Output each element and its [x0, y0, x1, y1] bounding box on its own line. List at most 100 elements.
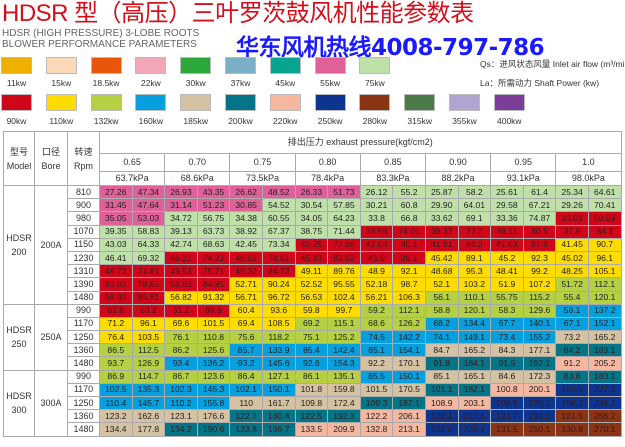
air-flow-cell: 86.7: [164, 369, 198, 384]
shaft-power-cell: 125.2: [327, 330, 361, 345]
shaft-power-cell: 112.5: [131, 343, 166, 358]
shaft-power-cell: 99.2: [522, 264, 557, 279]
rpm-cell: 1170: [67, 382, 100, 398]
air-flow-cell: 56.53: [294, 290, 329, 305]
legend-label: 280kw: [362, 116, 388, 126]
legend-swatch: [359, 57, 391, 74]
shaft-power-cell: 84.72: [261, 264, 296, 279]
air-flow-cell: 58.3: [490, 303, 524, 318]
rpm-cell: 1310: [67, 264, 100, 279]
air-flow-cell: 30.21: [359, 198, 394, 213]
performance-table: 型号 Model 口径 Bore 转速 Rpm 排出压力 exhaust pressure(…: [3, 131, 622, 437]
air-flow-cell: 110.2: [164, 395, 198, 411]
legend-swatch: [314, 57, 346, 74]
legend-label: 160kw: [138, 116, 164, 126]
table-row: 1250 76.4 103.5 76.1 110.8 75.6 118.2 75.1 125.2…: [4, 330, 622, 345]
rpm-header: 转速 Rpm: [67, 131, 100, 186]
air-flow-cell: 26.12: [359, 184, 394, 200]
table-row: HDSR 250 250A 990 61.8 83.2 61.2 88.9 60.4 93.6 59…: [3, 303, 622, 371]
table-row: 1170 71.2 96.1 69.6 101.5 69.4 108.5 69.2 115.1 6…: [4, 316, 622, 332]
shaft-power-cell: 61.4: [522, 184, 557, 200]
label-en: 250: [11, 339, 27, 350]
shaft-power-cell: 170.1: [392, 356, 426, 371]
pressure-kgf: 0.75: [229, 153, 296, 172]
air-flow-cell: 61.8: [99, 303, 133, 318]
shaft-power-cell: 150.1: [261, 382, 296, 398]
table-row: 1170 102.5 135.3 102.3 145.3 102.1 150.1 101.8 1…: [4, 382, 622, 398]
shaft-power-cell: 92.3: [522, 250, 557, 266]
shaft-power-cell: 56.75: [196, 211, 231, 226]
shaft-power-cell: 136.2: [196, 356, 231, 371]
air-flow-cell: 108.9: [424, 395, 459, 411]
shaft-power-cell: 96.1: [587, 250, 622, 266]
shaft-power-cell: 64.61: [587, 184, 622, 200]
la-note: La：所需动力 Shaft Power (kw): [480, 78, 600, 88]
air-flow-cell: 49.72: [99, 264, 133, 279]
shaft-power-cell: 99.7: [327, 303, 361, 318]
shaft-power-cell: 205.2: [587, 356, 622, 371]
shaft-power-cell: 68.63: [196, 237, 231, 252]
model-cell: HDSR 300: [3, 369, 35, 437]
shaft-power-cell: 90.7: [587, 237, 622, 252]
shaft-power-cell: 51.23: [196, 198, 231, 213]
label-cn: HDSR: [6, 325, 32, 336]
air-flow-cell: 84.3: [490, 343, 524, 358]
shaft-power-cell: 115.1: [327, 316, 361, 332]
shaft-power-cell: 110.1: [457, 290, 492, 305]
air-flow-cell: 42.74: [164, 237, 198, 252]
air-flow-cell: 91.5: [490, 356, 524, 371]
shaft-power-cell: 77.2: [457, 224, 492, 239]
shaft-power-cell: 95.3: [457, 264, 492, 279]
air-flow-cell: 122.1: [424, 409, 459, 424]
rpm-cell: 1250: [67, 330, 100, 345]
legend-label: 11kw: [6, 78, 27, 88]
air-flow-cell: 55.75: [490, 290, 524, 305]
shaft-power-cell: 112.1: [392, 303, 426, 318]
shaft-power-cell: 103.2: [457, 277, 492, 292]
air-flow-cell: 67.1: [555, 316, 589, 332]
air-flow-cell: 29.90: [424, 198, 459, 213]
shaft-power-cell: 84.91: [196, 277, 231, 292]
shaft-power-cell: 154.1: [392, 343, 426, 358]
table-row: 1070 39.35 58.83 39.13 63.73 38.92 67.37 38.75 7…: [4, 224, 622, 239]
shaft-power-cell: 47.64: [131, 198, 166, 213]
air-flow-cell: 93.4: [164, 356, 198, 371]
shaft-power-cell: 155.2: [522, 330, 557, 345]
air-flow-cell: 102.5: [99, 382, 133, 398]
rpm-cell: 1360: [67, 409, 100, 424]
air-flow-cell: 41.45: [555, 237, 589, 252]
air-flow-cell: 45.6: [359, 250, 394, 266]
air-flow-cell: 122.7: [229, 409, 263, 424]
shaft-power-cell: 190.6: [196, 422, 231, 437]
shaft-power-cell: 112.1: [587, 277, 622, 292]
shaft-power-cell: 74.22: [196, 250, 231, 266]
air-flow-cell: 92.6: [294, 356, 329, 371]
air-flow-cell: 102.3: [164, 382, 198, 398]
air-flow-cell: 33.01: [555, 211, 589, 226]
legend-label: 30kw: [185, 78, 206, 88]
shaft-power-cell: 101.5: [196, 316, 231, 332]
shaft-power-cell: 79.65: [131, 277, 166, 292]
shaft-power-cell: 64.33: [131, 237, 166, 252]
air-flow-cell: 84.2: [555, 343, 589, 358]
table-row: 1150 43.03 64.33 42.74 68.63 42.45 73.34 42.25 7…: [4, 237, 622, 252]
legend-label: 22kw: [140, 78, 161, 88]
shaft-power-cell: 70.41: [587, 198, 622, 213]
shaft-power-cell: 84.2: [457, 237, 492, 252]
qs-note: Qs：进风状态风量 Inlet air flow (m³/min): [480, 59, 625, 69]
air-flow-cell: 52.18: [359, 277, 394, 292]
legend-label: 400kw: [497, 116, 522, 126]
air-flow-cell: 133.5: [294, 422, 329, 437]
air-flow-cell: 46.41: [99, 250, 133, 266]
shaft-power-cell: 51.73: [327, 184, 361, 200]
shaft-power-cell: 60.55: [261, 211, 296, 226]
legend-label: 55kw: [320, 78, 341, 88]
shaft-power-cell: 145.6: [261, 356, 296, 371]
legend-swatch: [1, 57, 32, 74]
shaft-power-cell: 129.6: [522, 303, 557, 318]
shaft-power-cell: 107.2: [522, 277, 557, 292]
shaft-power-cell: 217.6: [457, 409, 492, 424]
label-en: 200: [11, 246, 27, 257]
air-flow-cell: 123.1: [164, 409, 198, 424]
shaft-power-cell: 60.8: [392, 198, 426, 213]
